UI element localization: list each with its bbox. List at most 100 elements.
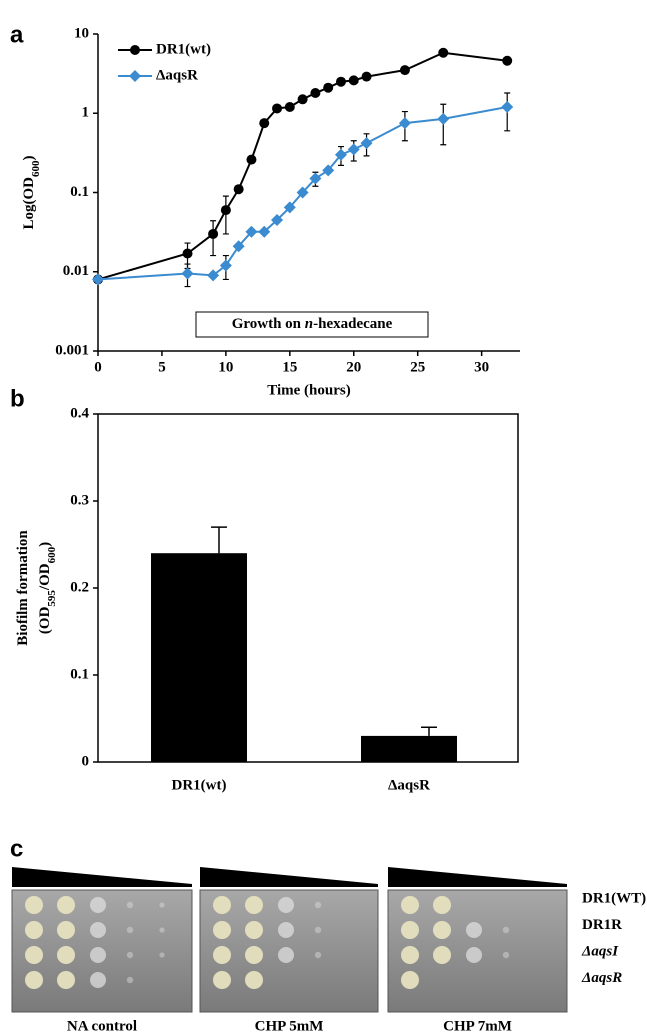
dilution-wedge xyxy=(200,867,378,887)
colony-spot xyxy=(57,946,75,964)
colony-spot xyxy=(401,971,419,989)
point xyxy=(245,225,258,238)
label-part: ) xyxy=(21,156,37,161)
point xyxy=(207,269,220,282)
row-label: DR1R xyxy=(582,917,622,933)
bar xyxy=(361,735,457,762)
label-part: Growth on xyxy=(232,316,305,332)
series-line xyxy=(97,51,508,281)
y-tick-label: 10 xyxy=(74,25,89,41)
colony-spot xyxy=(433,921,451,939)
colony-spot xyxy=(57,896,75,914)
row-label: ΔaqsI xyxy=(581,943,619,959)
x-tick-label: 25 xyxy=(410,359,425,375)
point xyxy=(347,143,360,156)
point xyxy=(437,112,450,125)
label-part: (OD xyxy=(37,606,53,634)
x-tick-label: 30 xyxy=(474,359,489,375)
y-tick-label: 0.1 xyxy=(70,666,89,682)
plate-label: CHP 7mM xyxy=(443,1018,512,1034)
point xyxy=(310,88,321,99)
colony-spot xyxy=(126,951,134,959)
x-tick-label: 0 xyxy=(94,359,102,375)
colony-spot xyxy=(25,896,43,914)
panel-label: a xyxy=(10,21,24,48)
point xyxy=(271,213,284,226)
y-tick-label: 0.4 xyxy=(70,405,89,421)
colony-spot xyxy=(90,947,106,963)
colony-spot xyxy=(278,897,294,913)
colony-spot xyxy=(502,926,510,934)
error-bar xyxy=(211,526,227,554)
label: Log(OD600) xyxy=(21,156,41,230)
colony-spot xyxy=(245,896,263,914)
colony-spot xyxy=(278,947,294,963)
plate-label: NA control xyxy=(67,1018,137,1034)
colony-spot xyxy=(90,897,106,913)
colony-spot xyxy=(245,971,263,989)
colony-spot xyxy=(278,922,294,938)
colony-spot xyxy=(126,901,134,909)
x-tick-label: 5 xyxy=(158,359,166,375)
point xyxy=(398,117,411,130)
point xyxy=(219,259,232,272)
colony-spot xyxy=(57,971,75,989)
point xyxy=(181,267,194,280)
legend-marker xyxy=(130,45,140,55)
point xyxy=(502,55,513,66)
colony-spot xyxy=(401,921,419,939)
error-bar xyxy=(421,726,437,736)
label-part: Biofilm formation xyxy=(15,530,31,646)
colony-spot xyxy=(126,926,134,934)
row-label: DR1(WT) xyxy=(582,890,646,906)
colony-spot xyxy=(466,947,482,963)
colony-spot xyxy=(159,952,165,958)
point xyxy=(283,201,296,214)
label-part: 600 xyxy=(46,546,58,563)
colony-spot xyxy=(57,921,75,939)
label-part: n xyxy=(305,316,313,332)
colony-spot xyxy=(466,922,482,938)
panel-label: c xyxy=(10,835,23,862)
label-part: -hexadecane xyxy=(313,316,392,332)
point xyxy=(208,228,219,239)
colony-spot xyxy=(433,896,451,914)
point xyxy=(322,164,335,177)
legend-label: DR1(wt) xyxy=(156,41,211,57)
point xyxy=(182,248,193,259)
colony-spot xyxy=(159,927,165,933)
colony-spot xyxy=(245,921,263,939)
panel-label: b xyxy=(10,385,25,412)
colony-spot xyxy=(245,946,263,964)
y-tick-label: 1 xyxy=(82,105,90,121)
x-tick-label: 15 xyxy=(282,359,297,375)
point xyxy=(309,172,322,185)
label: Growth on n-hexadecane xyxy=(232,316,393,332)
point xyxy=(360,137,373,150)
dilution-wedge xyxy=(12,867,192,887)
point xyxy=(259,118,270,129)
point xyxy=(272,103,283,114)
point xyxy=(297,94,308,105)
colony-spot xyxy=(90,972,106,988)
point xyxy=(348,75,359,86)
colony-spot xyxy=(25,921,43,939)
plate-label: CHP 5mM xyxy=(255,1018,324,1034)
point xyxy=(246,154,257,165)
x-tick-label: 10 xyxy=(218,359,233,375)
label-part: 595 xyxy=(46,590,58,607)
x-axis-title: Time (hours) xyxy=(267,382,350,398)
colony-spot xyxy=(314,951,322,959)
point xyxy=(323,82,334,93)
y-tick-label: 0.2 xyxy=(70,579,89,595)
annotation-box xyxy=(195,311,429,338)
point xyxy=(220,205,231,216)
label: Biofilm formation xyxy=(15,530,31,646)
point xyxy=(334,148,347,161)
colony-spot xyxy=(159,902,165,908)
colony-spot xyxy=(213,971,231,989)
colony-spot xyxy=(25,946,43,964)
colony-spot xyxy=(433,946,451,964)
x-tick-label: DR1(wt) xyxy=(172,777,227,793)
point xyxy=(284,101,295,112)
